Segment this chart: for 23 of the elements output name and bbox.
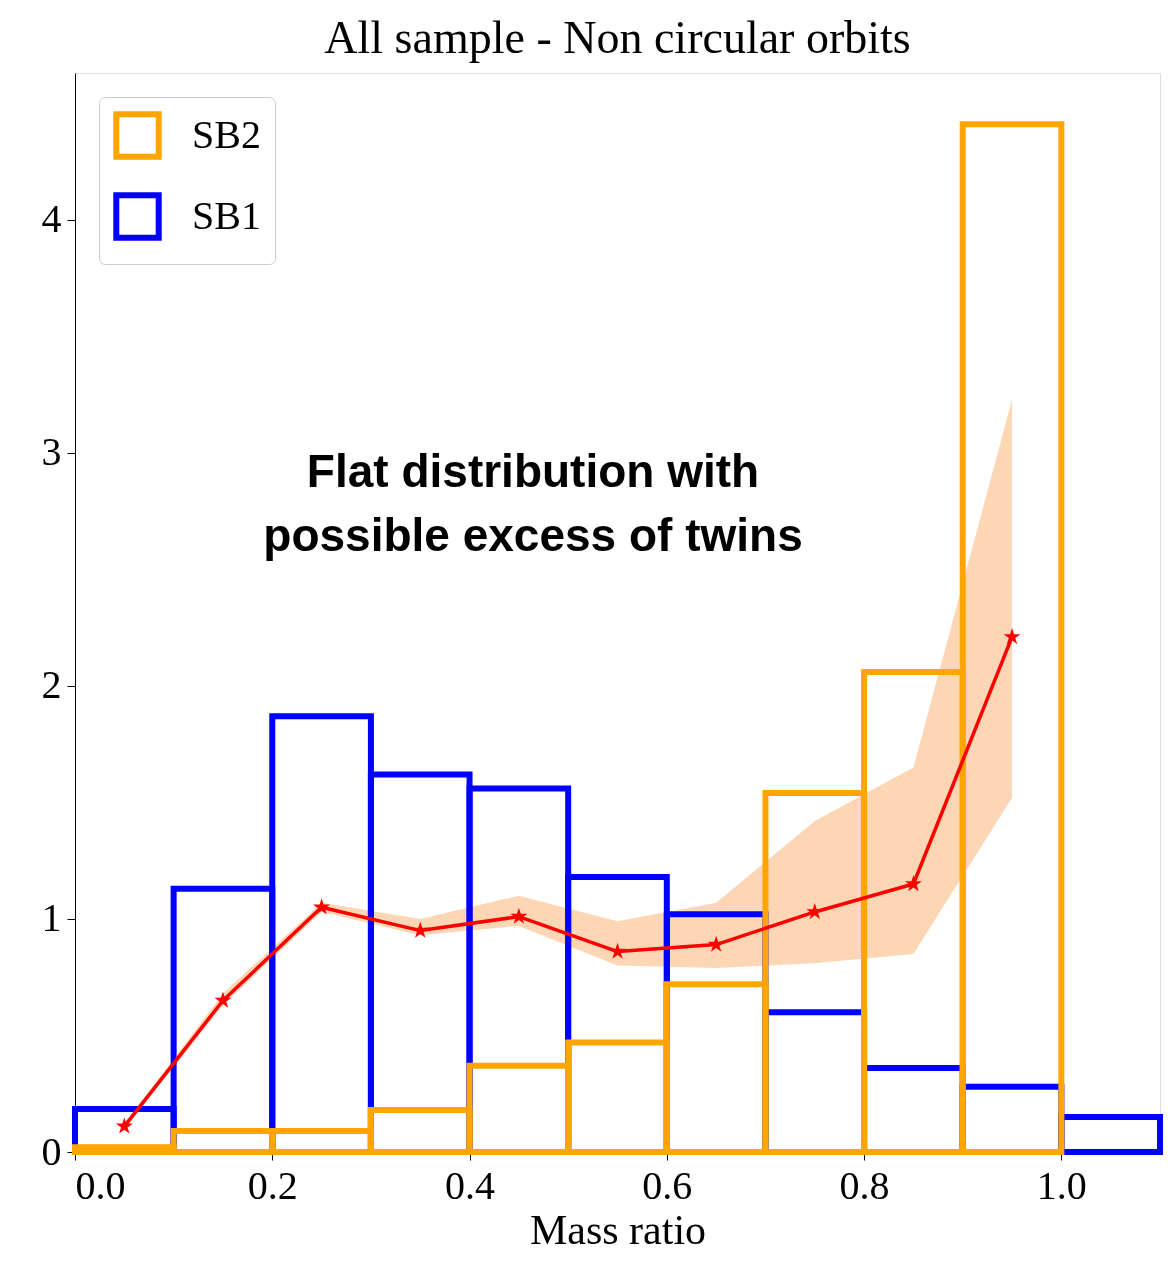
point xyxy=(904,875,922,892)
point xyxy=(115,1117,133,1134)
y-tick-label: 0 xyxy=(41,1128,62,1174)
point xyxy=(1003,628,1021,645)
point xyxy=(214,991,232,1008)
point xyxy=(313,898,331,915)
x-tick-label: 0.8 xyxy=(839,1162,890,1208)
y-tick-label: 3 xyxy=(41,429,62,475)
x-tick-label: 0.4 xyxy=(445,1162,496,1208)
x-tick-label: 0.2 xyxy=(247,1162,298,1208)
x-tick-label: 0.0 xyxy=(75,1162,126,1208)
point xyxy=(510,907,528,924)
annotation: Flat distribution with possible excess of twins xyxy=(263,445,803,561)
legend-label: SB1 xyxy=(192,192,261,238)
x-tick-label: 0.6 xyxy=(642,1162,693,1208)
y-tick-label: 1 xyxy=(41,895,62,941)
y-tick-label: 2 xyxy=(41,662,62,708)
y-tick-label: 4 xyxy=(41,196,62,242)
chart-title: All sample - Non circular orbits xyxy=(324,12,911,63)
point xyxy=(411,921,429,938)
legend-label: SB2 xyxy=(192,111,261,157)
x-axis-title: Mass ratio xyxy=(529,1206,707,1253)
x-tick-label: 1.0 xyxy=(1036,1162,1087,1208)
